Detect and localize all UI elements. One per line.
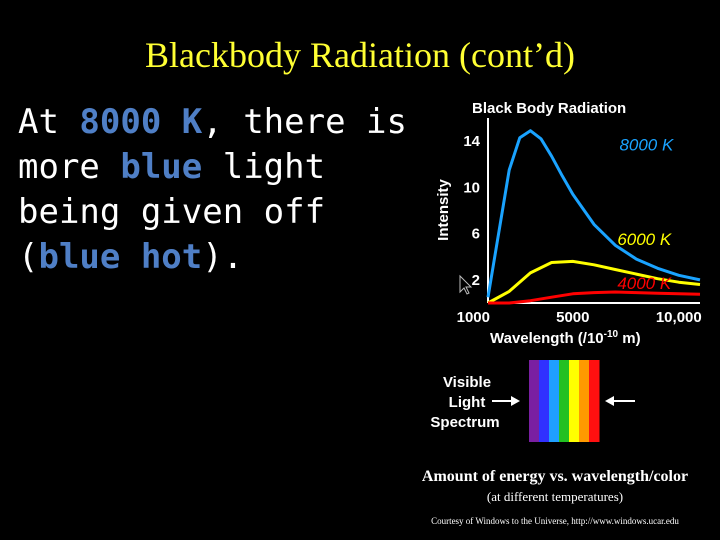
y-tick-label: 10 [463,179,480,196]
y-tick-label: 14 [463,133,480,150]
series-lines [486,129,701,305]
x-ticks: 1000 5000 10,000 [457,309,702,326]
cursor-arrow-icon [459,274,473,295]
body-text-part4: ). [202,237,244,277]
x-tick-label: 5000 [556,309,589,326]
arrow-right-icon [492,396,520,406]
x-axis-label-exponent: -10 [604,329,619,340]
series-label: 8000 K [619,135,674,154]
y-ticks: 2 6 10 14 [463,133,480,289]
series-labels: 8000 K 6000 K 4000 K [617,135,674,293]
spectrum-label-line2: Light [449,394,486,411]
chart-caption: Amount of energy vs. wavelength/color [421,468,689,485]
series-label: 4000 K [617,274,672,293]
spectrum-label-line1: Visible [443,374,491,391]
x-axis-label: Wavelength (/10-10 m) [490,329,641,347]
chart-title: Black Body Radiation [472,100,626,117]
spectrum-band [579,360,590,442]
image-credit: Courtesy of Windows to the Universe, htt… [431,516,679,526]
x-tick-label: 10,000 [656,309,702,326]
visible-spectrum-bars [529,360,600,442]
chart-subcaption: (at different temperatures) [486,489,624,504]
spectrum-band [549,360,560,442]
spectrum-band [569,360,580,442]
arrow-left-icon [605,396,635,406]
series-line [487,259,701,305]
x-tick-label: 1000 [457,309,490,326]
highlight-blue: blue [120,147,203,187]
highlight-blue-hot: blue hot [38,237,203,277]
x-axis-label-unit: m) [618,330,641,347]
body-text: At 8000 K, there is more blue light bein… [18,100,418,280]
series-label: 6000 K [617,230,672,249]
series-line [488,290,701,305]
series-line [486,129,701,298]
spectrum-band [589,360,600,442]
x-axis-label-main: Wavelength (/10 [490,330,604,347]
spectrum-band [559,360,570,442]
y-tick-label: 2 [472,272,480,289]
body-text-part2: , there is more [18,102,407,187]
spectrum-label-line3: Spectrum [430,414,499,431]
y-tick-label: 6 [472,226,480,243]
y-axis-label: Intensity [435,179,452,241]
highlight-temperature: 8000 K [79,102,203,142]
slide-title: Blackbody Radiation (cont’d) [145,35,575,75]
spectrum-band [529,360,540,442]
body-text-part1: At [18,102,80,142]
body-text-part3: light being given off ( [18,147,326,277]
spectrum-band [539,360,550,442]
